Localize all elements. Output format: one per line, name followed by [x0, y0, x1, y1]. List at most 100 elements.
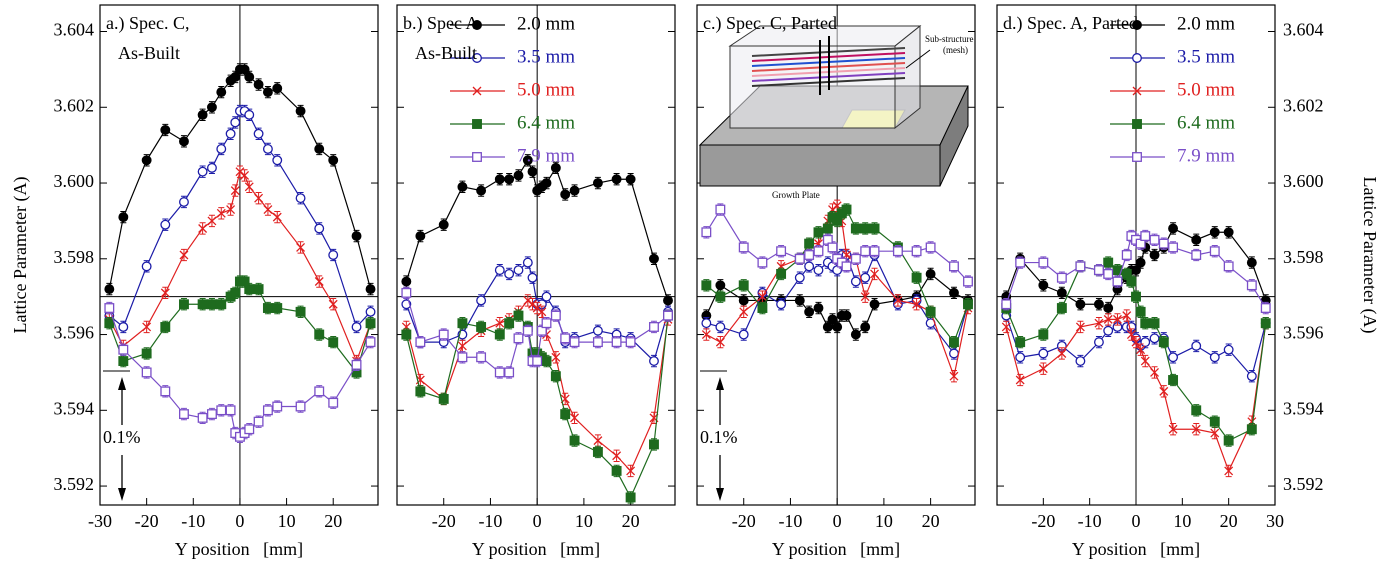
- x-tick-label: -20: [732, 511, 756, 531]
- marker: [569, 185, 580, 196]
- marker: [911, 246, 922, 257]
- marker: [912, 299, 922, 309]
- marker: [1103, 268, 1114, 279]
- marker: [1223, 227, 1234, 238]
- x-tick-label: 0: [1132, 511, 1141, 531]
- marker: [328, 299, 338, 309]
- marker: [415, 231, 426, 242]
- marker: [216, 87, 227, 98]
- y-axis-label: Lattice Parameter (A): [10, 177, 31, 334]
- marker: [1038, 364, 1048, 374]
- marker: [1168, 375, 1179, 385]
- marker: [494, 329, 505, 340]
- marker: [262, 87, 273, 98]
- marker: [295, 401, 306, 412]
- marker: [949, 261, 959, 272]
- marker: [179, 299, 189, 310]
- legend-marker: [472, 53, 482, 63]
- marker: [649, 356, 659, 367]
- inset-diagram: Sub-structure(mesh) Growth Plate: [698, 24, 974, 200]
- marker: [253, 128, 264, 139]
- marker: [1158, 238, 1169, 249]
- box-side: [894, 24, 921, 130]
- marker: [850, 223, 861, 234]
- plate-front: [699, 144, 941, 187]
- marker: [254, 193, 264, 203]
- panel-title: d.) Spec. A, Parted: [1003, 13, 1138, 34]
- marker: [1056, 272, 1067, 283]
- x-tick-label: -10: [778, 511, 802, 531]
- pointer: [905, 49, 931, 69]
- marker: [314, 386, 325, 397]
- marker: [365, 284, 376, 295]
- marker: [1168, 352, 1179, 363]
- marker: [1209, 227, 1220, 238]
- arrow-head: [716, 377, 724, 390]
- panel: -20 -10 0 10 20 Y position [mm] Sub-structure(…: [696, 4, 976, 559]
- marker: [870, 269, 880, 279]
- marker: [1159, 386, 1169, 396]
- marker: [592, 337, 603, 348]
- marker: [1168, 223, 1179, 234]
- marker: [272, 83, 283, 94]
- marker: [804, 306, 815, 317]
- marker: [925, 242, 936, 253]
- marker: [415, 337, 426, 348]
- marker: [494, 174, 505, 185]
- y-tick-label: 3.594: [54, 398, 95, 418]
- marker: [179, 197, 189, 207]
- marker: [869, 299, 880, 310]
- marker: [1038, 329, 1049, 340]
- marker: [1103, 257, 1114, 268]
- marker: [1209, 352, 1220, 363]
- y-tick-label: 3.594: [1283, 398, 1324, 418]
- marker: [216, 299, 227, 310]
- marker: [240, 170, 250, 180]
- marker: [715, 204, 726, 215]
- marker: [160, 322, 171, 332]
- marker: [206, 162, 217, 173]
- legend-marker: [1132, 86, 1142, 96]
- marker: [1057, 349, 1067, 358]
- marker: [230, 72, 241, 82]
- marker: [1103, 303, 1114, 313]
- marker: [179, 409, 189, 420]
- panel-title: a.) Spec. C,: [106, 13, 189, 34]
- marker: [1150, 367, 1159, 377]
- marker: [207, 216, 217, 226]
- x-axis-label: Y position [mm]: [1072, 539, 1200, 559]
- marker: [1136, 345, 1146, 355]
- marker: [841, 310, 852, 321]
- marker: [141, 348, 152, 359]
- legend-marker: [1132, 20, 1142, 30]
- marker: [1191, 250, 1202, 260]
- marker: [850, 329, 861, 340]
- marker: [1131, 265, 1141, 276]
- marker: [401, 287, 412, 298]
- marker: [1191, 424, 1201, 434]
- marker: [911, 272, 922, 283]
- marker: [550, 162, 561, 173]
- legend-marker: [1132, 119, 1142, 129]
- legend-marker: [472, 86, 482, 96]
- marker: [569, 435, 580, 446]
- marker: [537, 307, 547, 317]
- marker: [457, 341, 467, 351]
- legend-label: 2.0 mm: [1177, 13, 1235, 34]
- marker: [1260, 303, 1271, 313]
- marker: [1140, 231, 1151, 242]
- x-tick-label: -20: [135, 511, 159, 531]
- marker: [1209, 416, 1220, 427]
- marker: [611, 174, 622, 185]
- y-tick-label: 3.596: [1283, 323, 1324, 343]
- marker: [197, 412, 208, 423]
- marker: [1121, 250, 1132, 260]
- marker: [860, 246, 871, 257]
- marker: [541, 356, 552, 367]
- marker: [663, 295, 673, 306]
- x-tick-label: 20: [622, 511, 640, 531]
- marker: [1131, 291, 1141, 302]
- marker: [118, 344, 129, 355]
- marker: [457, 352, 468, 363]
- x-tick-label: -10: [1078, 511, 1102, 531]
